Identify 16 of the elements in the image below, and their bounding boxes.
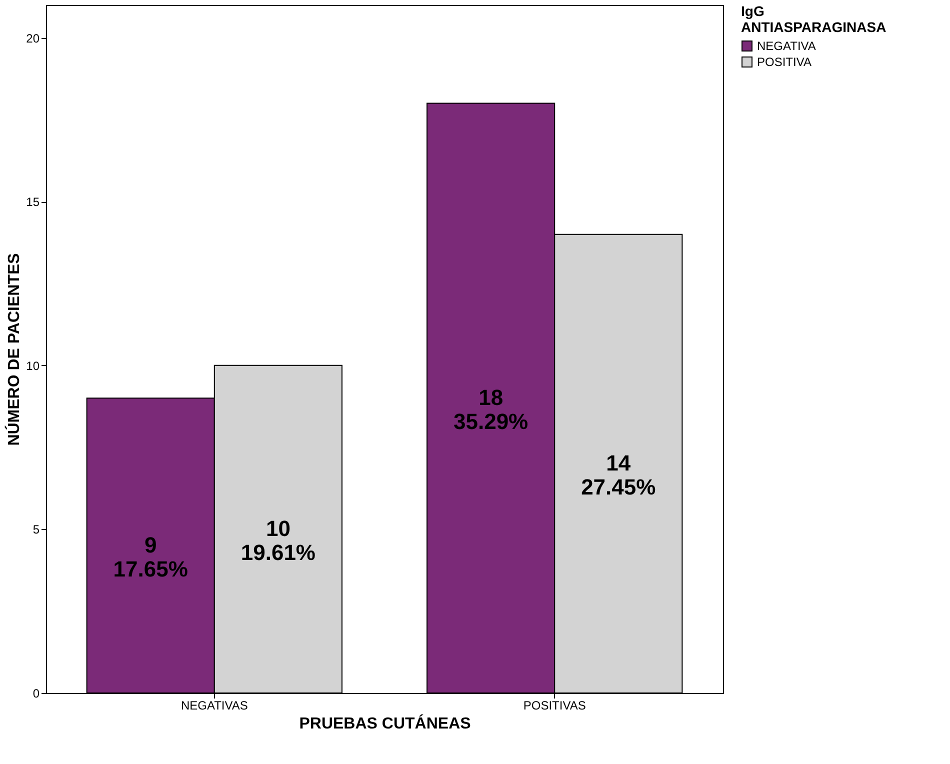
data-label: 14 27.45% — [581, 450, 656, 500]
y-tick-label: 15 — [26, 195, 40, 210]
x-tick-label: NEGATIVAS — [180, 698, 248, 712]
x-tick-label: POSITIVAS — [523, 698, 586, 712]
legend-title: IgG ANTIASPARAGINASA — [741, 3, 886, 35]
y-tick-label: 20 — [26, 31, 40, 46]
x-axis-title: PRUEBAS CUTÁNEAS — [299, 714, 472, 732]
y-tick-label: 0 — [32, 686, 40, 700]
data-label: 18 35.29% — [454, 385, 528, 434]
y-axis-title: NÚMERO DE PACIENTES — [4, 252, 24, 446]
data-label: 10 19.61% — [240, 516, 316, 566]
y-tick-label: 10 — [26, 358, 40, 373]
legend-label: NEGATIVA — [757, 39, 816, 53]
legend-label: POSITIVA — [757, 55, 812, 69]
y-tick-label: 5 — [32, 522, 40, 537]
data-label: 9 17.65% — [113, 532, 188, 582]
